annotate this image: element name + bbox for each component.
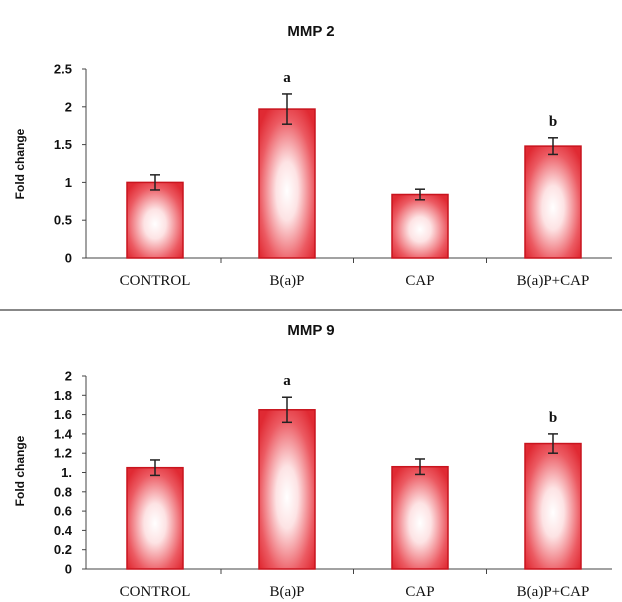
chart-mmp9: MMP 9 Fold change 0 0.2 0.4 0.6 0.8 1. 1.2 1.4 1…	[13, 322, 612, 600]
y-tick-label: 1.8	[54, 388, 72, 403]
y-tick-label: 0	[65, 251, 72, 266]
y-tick-label: 1.	[61, 465, 72, 480]
bar	[524, 442, 582, 570]
bar	[126, 466, 184, 570]
x-tick-label: CONTROL	[120, 584, 191, 600]
y-tick-label: 0	[65, 562, 72, 577]
bars: ab	[126, 373, 582, 570]
x-tick-label: CAP	[405, 584, 434, 600]
bar	[391, 465, 449, 570]
significance-label: a	[283, 373, 291, 389]
bar	[258, 409, 316, 570]
bar	[391, 193, 449, 259]
y-tick-label: 2	[65, 369, 72, 384]
y-axis-ticks: 0 0.2 0.4 0.6 0.8 1. 1.2 1.4 1.6 1.8 2	[54, 369, 612, 577]
y-tick-label: 0.6	[54, 504, 72, 519]
significance-label: b	[549, 114, 557, 130]
x-axis-labels: CONTROL B(a)P CAP B(a)P+CAP	[120, 273, 590, 289]
x-tick-label: B(a)P	[270, 584, 305, 600]
y-tick-label: 0.5	[54, 213, 72, 228]
x-tick-label: B(a)P+CAP	[517, 584, 590, 600]
y-tick-label: 1	[65, 175, 72, 190]
x-tick-label: B(a)P	[270, 273, 305, 289]
x-tick-label: CONTROL	[120, 273, 191, 289]
bars: ab	[126, 70, 582, 259]
bar	[524, 145, 582, 259]
chart-mmp2: MMP 2 Fold change 00.511.522.5 ab CONTRO…	[13, 23, 612, 289]
x-tick-label: B(a)P+CAP	[517, 273, 590, 289]
y-tick-label: 2	[65, 99, 72, 114]
x-axis-labels: CONTROL B(a)P CAP B(a)P+CAP	[120, 584, 590, 600]
y-tick-label: 1.6	[54, 407, 72, 422]
chart-title: MMP 9	[287, 322, 334, 339]
y-axis-label: Fold change	[13, 128, 27, 199]
x-tick-label: CAP	[405, 273, 434, 289]
bar	[126, 181, 184, 259]
chart-title: MMP 2	[287, 23, 334, 40]
y-tick-label: 2.5	[54, 62, 72, 77]
y-tick-label: 1.4	[54, 426, 73, 441]
y-axis-label: Fold change	[13, 435, 27, 506]
y-tick-label: 1.5	[54, 137, 72, 152]
y-tick-label: 0.2	[54, 542, 72, 557]
y-tick-label: 0.8	[54, 484, 72, 499]
bar	[258, 108, 316, 259]
y-tick-label: 0.4	[54, 523, 73, 538]
significance-label: b	[549, 410, 557, 426]
significance-label: a	[283, 70, 291, 86]
y-tick-label: 1.2	[54, 446, 72, 461]
